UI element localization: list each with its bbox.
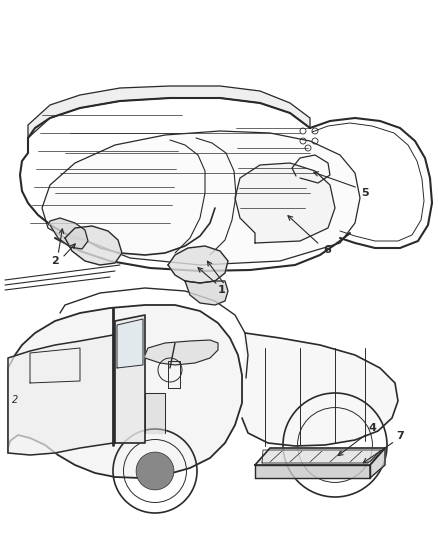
- Polygon shape: [168, 246, 228, 283]
- Polygon shape: [48, 218, 88, 249]
- Polygon shape: [370, 448, 385, 478]
- Text: 2: 2: [12, 395, 18, 405]
- Polygon shape: [145, 340, 218, 365]
- Polygon shape: [235, 163, 335, 243]
- Polygon shape: [185, 281, 228, 305]
- Text: 5: 5: [361, 188, 369, 198]
- Polygon shape: [8, 305, 242, 478]
- Polygon shape: [115, 315, 145, 443]
- Text: 4: 4: [368, 423, 376, 433]
- Polygon shape: [145, 393, 165, 433]
- Polygon shape: [255, 465, 370, 478]
- Polygon shape: [28, 86, 310, 138]
- Polygon shape: [8, 335, 113, 455]
- Polygon shape: [242, 333, 398, 446]
- Text: 1: 1: [218, 285, 226, 295]
- Circle shape: [136, 452, 174, 490]
- Text: 7: 7: [396, 431, 404, 441]
- Text: 2: 2: [51, 256, 59, 266]
- Polygon shape: [65, 226, 122, 265]
- Polygon shape: [117, 319, 143, 368]
- Polygon shape: [255, 448, 385, 465]
- Polygon shape: [42, 131, 360, 265]
- Text: 6: 6: [323, 245, 331, 255]
